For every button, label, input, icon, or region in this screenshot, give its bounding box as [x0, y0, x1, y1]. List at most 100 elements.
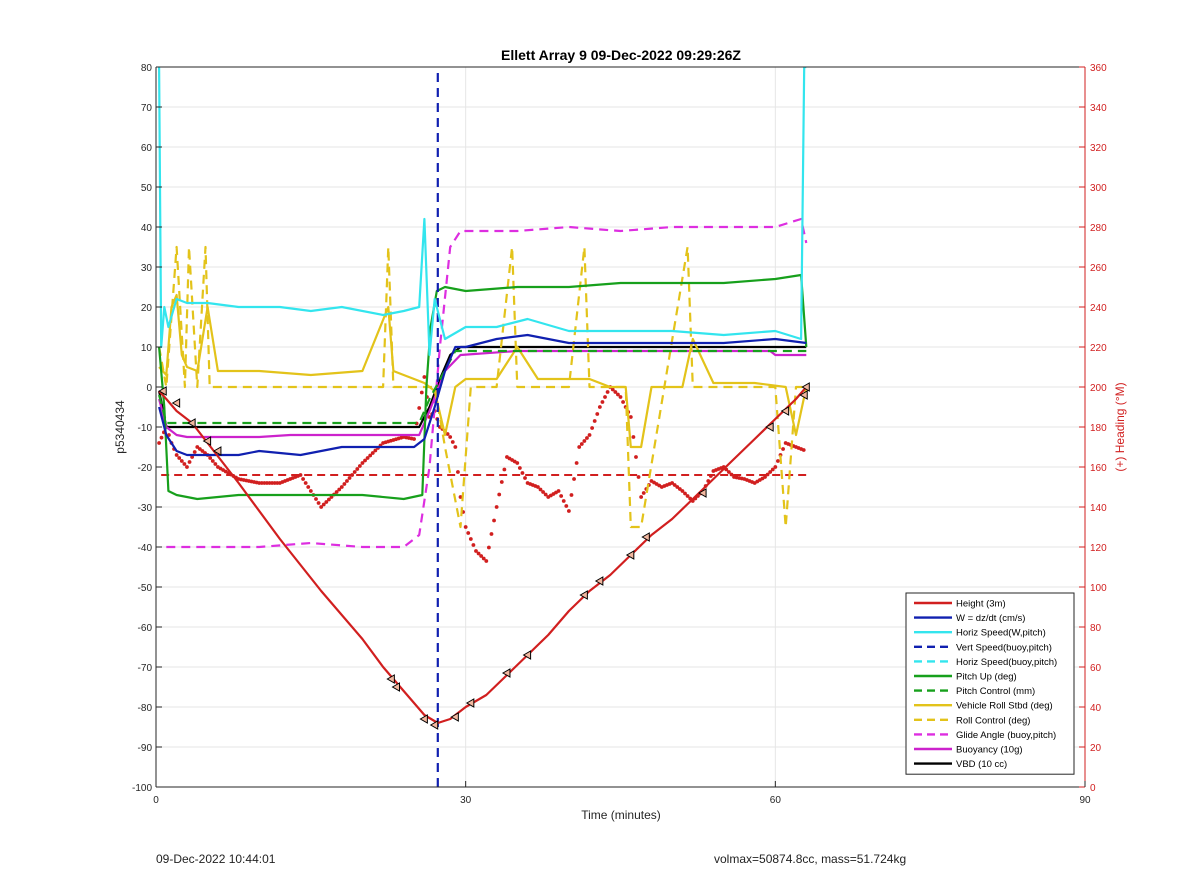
legend-label-height-3m: Height (3m)	[956, 599, 1006, 610]
heading-point	[355, 467, 360, 471]
heading-point	[468, 537, 473, 541]
heading-point	[195, 445, 200, 449]
legend-label-vehicle-roll-stbd-deg: Vehicle Roll Stbd (deg)	[956, 701, 1053, 712]
heading-point	[187, 460, 192, 464]
series-line-horiz-speed-w-pitch	[158, 67, 807, 357]
heading-point	[492, 518, 496, 523]
y-tick-label: 60	[141, 143, 153, 154]
height-marker	[501, 668, 511, 678]
y2-tick-label: 340	[1090, 103, 1107, 114]
heading-point	[456, 470, 460, 474]
heading-point	[765, 472, 770, 477]
heading-point	[314, 497, 318, 501]
y2-tick-label: 140	[1090, 503, 1107, 514]
heading-point	[618, 395, 623, 399]
heading-point	[675, 485, 680, 489]
heading-point	[566, 509, 571, 513]
y-tick-label: -40	[138, 543, 153, 554]
heading-point	[572, 477, 576, 481]
height-marker	[465, 698, 475, 708]
legend-label-pitch-control-mm: Pitch Control (mm)	[956, 686, 1035, 697]
plot-area	[157, 67, 810, 787]
height-marker	[202, 436, 212, 446]
heading-point	[616, 392, 620, 397]
series-line-vehicle-roll-stbd-deg	[158, 293, 808, 449]
heading-point	[595, 412, 600, 416]
heading-point	[603, 395, 607, 399]
y-tick-label: 0	[146, 383, 152, 394]
legend-label-vbd-10-cc: VBD (10 cc)	[956, 759, 1007, 770]
heading-point	[592, 419, 597, 423]
heading-point	[471, 543, 476, 547]
heading-point	[577, 445, 582, 449]
heading-point	[486, 545, 491, 550]
heading-point	[683, 491, 687, 496]
y2-tick-label: 200	[1090, 383, 1107, 394]
height-marker	[450, 712, 459, 722]
heading-point	[177, 456, 182, 460]
heading-point	[373, 448, 378, 453]
heading-point	[357, 464, 362, 468]
y2-tick-label: 180	[1090, 423, 1107, 434]
y2-tick-label: 280	[1090, 223, 1107, 234]
heading-point	[334, 490, 339, 494]
heading-point	[350, 473, 355, 477]
heading-point	[597, 405, 602, 409]
y2-tick-label: 0	[1090, 783, 1096, 794]
heading-point	[605, 390, 610, 394]
heading-point	[363, 458, 367, 463]
heading-point	[639, 495, 644, 499]
legend-label-buoyancy-10g: Buoyancy (10g)	[956, 745, 1023, 756]
footer-timestamp: 09-Dec-2022 10:44:01	[156, 852, 276, 866]
heading-point	[587, 433, 592, 437]
height-marker	[429, 720, 439, 730]
height-marker	[386, 674, 395, 684]
x-tick-label: 0	[153, 795, 159, 806]
series-line-pitch-up-deg	[158, 273, 808, 501]
height-marker	[801, 382, 810, 392]
height-marker	[765, 422, 774, 432]
heading-point	[316, 501, 321, 505]
heading-point	[543, 492, 548, 497]
heading-point	[590, 426, 595, 430]
heading-point	[321, 502, 326, 507]
heading-point	[458, 495, 463, 499]
heading-point	[337, 487, 342, 492]
legend: Height (3m) W = dz/dt (cm/s) Horiz Speed(W…	[905, 592, 1075, 775]
heading-point	[417, 406, 422, 410]
heading-point	[484, 559, 489, 563]
y-tick-label: -70	[138, 663, 153, 674]
heading-point	[636, 475, 641, 479]
heading-point	[360, 461, 365, 465]
y-tick-label: 10	[141, 343, 153, 354]
heading-point	[729, 472, 734, 477]
y2-tick-label: 40	[1090, 703, 1102, 714]
heading-point	[708, 474, 713, 478]
heading-point	[368, 453, 373, 458]
heading-point	[801, 448, 806, 452]
legend-label-vert-speed-buoy-pitch: Vert Speed(buoy,pitch)	[956, 642, 1052, 653]
y-tick-label: 70	[141, 103, 153, 114]
heading-point	[298, 473, 303, 477]
heading-point	[773, 465, 778, 469]
heading-point	[680, 489, 685, 493]
heading-point	[182, 462, 187, 466]
heading-point	[347, 476, 352, 480]
heading-point	[479, 554, 484, 558]
y2-tick-label: 60	[1090, 663, 1102, 674]
series-line-glide-angle-buoy-pitch	[166, 217, 808, 549]
height-marker	[594, 576, 604, 586]
heading-point	[579, 442, 584, 446]
heading-point	[685, 494, 690, 498]
heading-point	[494, 505, 499, 509]
heading-point	[213, 462, 218, 466]
heading-point	[582, 439, 587, 443]
height-marker	[522, 650, 532, 660]
x-tick-label: 60	[770, 795, 782, 806]
heading-point	[370, 451, 375, 455]
heading-point	[450, 440, 455, 444]
y2-tick-label: 80	[1090, 623, 1102, 634]
heading-point	[672, 483, 677, 487]
heading-point	[339, 485, 344, 489]
y-tick-label: -50	[138, 583, 153, 594]
